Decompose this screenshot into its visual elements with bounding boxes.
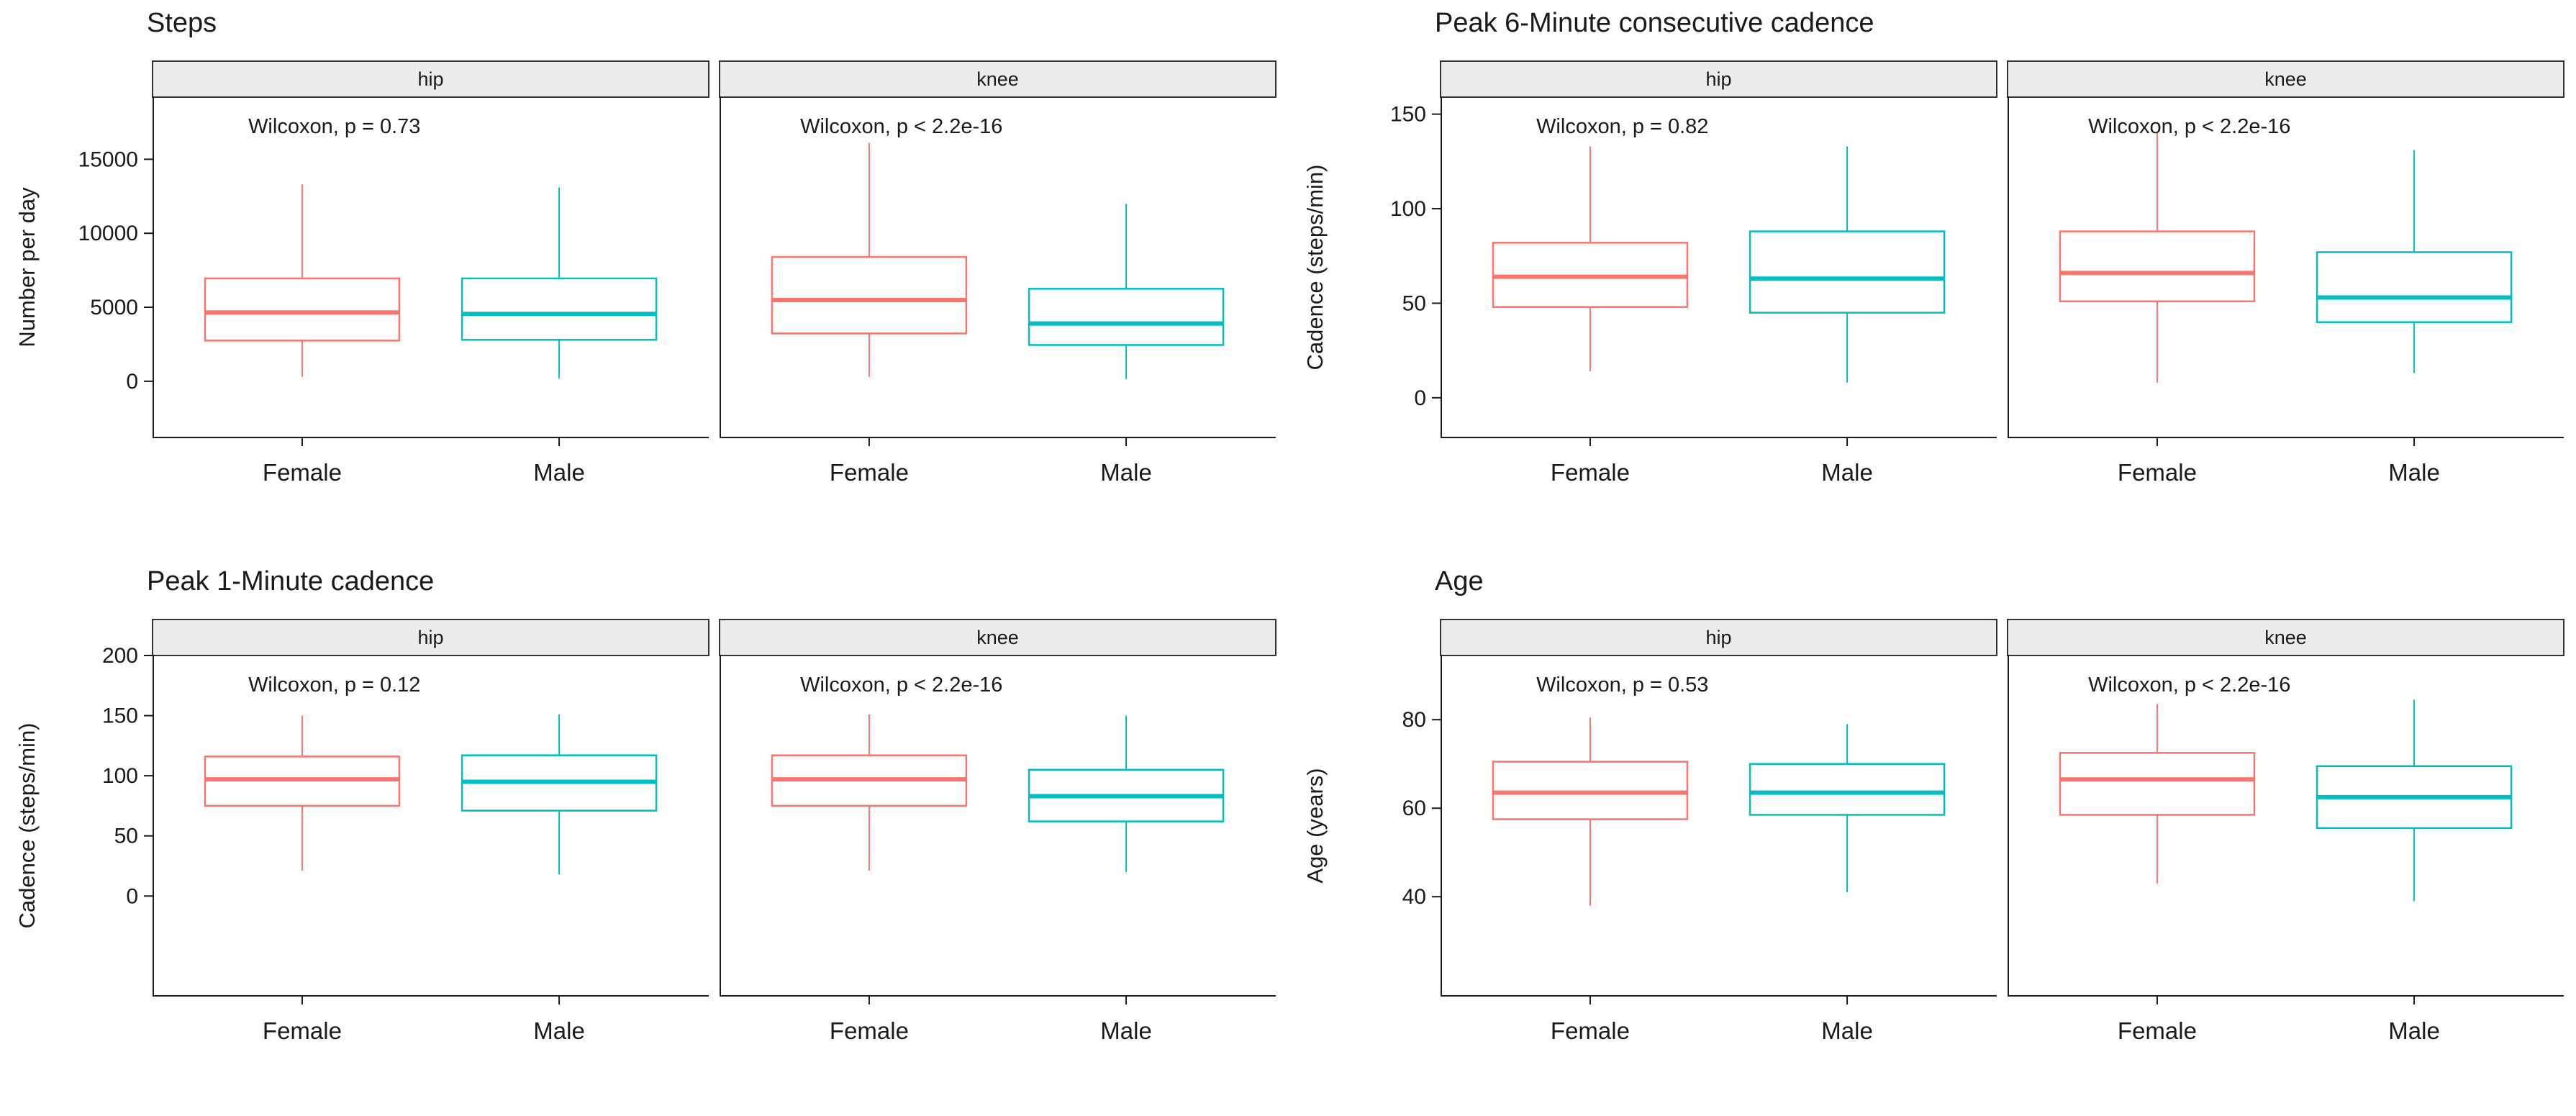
panel-title: Peak 1-Minute cadence xyxy=(147,566,434,596)
iqr-box xyxy=(1749,230,1946,314)
boxplot-hip-male xyxy=(461,187,658,378)
panel-title: Age xyxy=(1435,566,1484,596)
boxplot-hip-female xyxy=(1492,146,1689,372)
facet-strip-label: knee xyxy=(2264,68,2307,90)
facet-strip-label: hip xyxy=(1705,627,1731,648)
x-category-label: Male xyxy=(1100,1017,1152,1044)
facet-strip-label: knee xyxy=(976,68,1019,90)
iqr-box xyxy=(771,255,968,335)
pvalue-annotation: Wilcoxon, p = 0.53 xyxy=(1536,673,1708,697)
y-tick-label: 0 xyxy=(126,884,138,908)
x-category-label: Male xyxy=(2388,459,2440,486)
y-tick-label: 100 xyxy=(1390,197,1426,221)
y-axis-title: Age (years) xyxy=(1302,768,1328,883)
facet-strip-label: hip xyxy=(417,68,443,90)
y-tick-label: 100 xyxy=(102,764,138,788)
panel-svg: Peak 1-Minute cadence Cadence (steps/min)… xyxy=(14,566,1276,1044)
boxplot-hip-male xyxy=(461,714,658,875)
y-axis-title: Cadence (steps/min) xyxy=(1302,164,1328,370)
y-tick-label: 150 xyxy=(102,704,138,728)
iqr-box xyxy=(2316,251,2513,323)
boxplot-knee-male xyxy=(1028,204,1225,379)
facet-strip-label: hip xyxy=(1705,68,1731,90)
boxplot-knee-female xyxy=(2059,132,2256,383)
pvalue-annotation: Wilcoxon, p = 0.82 xyxy=(1536,115,1708,138)
x-category-label: Female xyxy=(2118,459,2197,486)
y-tick-label: 150 xyxy=(1390,103,1426,127)
panel-svg: Age Age (years) 40 60 80 hip Wilcoxon, p = 0.5… xyxy=(1302,566,2564,1044)
facet-strip-label: knee xyxy=(2264,627,2307,648)
x-category-label: Male xyxy=(533,1017,585,1044)
y-axis-title: Number per day xyxy=(14,187,40,348)
x-category-label: Male xyxy=(533,459,585,486)
boxplot-knee-male xyxy=(2316,150,2513,373)
iqr-box xyxy=(2059,752,2256,816)
x-category-label: Male xyxy=(2388,1017,2440,1044)
boxplot-hip-female xyxy=(1492,717,1689,906)
boxplot-hip-male xyxy=(1749,724,1946,893)
x-category-label: Female xyxy=(830,459,909,486)
facet-strip-knee xyxy=(2007,60,2564,98)
x-category-label: Female xyxy=(263,1017,342,1044)
iqr-box xyxy=(1749,763,1946,816)
pvalue-annotation: Wilcoxon, p < 2.2e-16 xyxy=(800,673,1002,697)
boxplot-knee-female xyxy=(771,142,968,377)
iqr-box xyxy=(204,277,401,342)
panel-svg: Steps Number per day 0 5000 10000 15000 hip Wil… xyxy=(14,8,1276,486)
y-tick-label: 15000 xyxy=(78,148,138,171)
boxplot-hip-female xyxy=(204,715,401,871)
boxplot-hip-female xyxy=(204,184,401,377)
facet-strip-knee xyxy=(719,619,1276,656)
boxplot-knee-female xyxy=(2059,704,2256,884)
panel-svg: Peak 6-Minute consecutive cadence Cadence… xyxy=(1302,8,2564,486)
pvalue-annotation: Wilcoxon, p < 2.2e-16 xyxy=(2088,673,2290,697)
y-tick-label: 50 xyxy=(114,825,138,848)
panel-age: Age Age (years) 40 60 80 hip Wilcoxon, p = 0.5… xyxy=(1288,558,2576,1116)
x-category-label: Female xyxy=(1551,459,1630,486)
y-tick-label: 5000 xyxy=(90,296,138,319)
facet-strip-hip xyxy=(1440,619,1997,656)
y-axis-title: Cadence (steps/min) xyxy=(14,722,40,928)
x-category-label: Male xyxy=(1821,1017,1873,1044)
x-category-label: Male xyxy=(1821,459,1873,486)
boxplot-knee-female xyxy=(771,714,968,871)
panel-peak-1-minute-cadence: Peak 1-Minute cadence Cadence (steps/min)… xyxy=(0,558,1288,1116)
y-tick-label: 50 xyxy=(1402,291,1426,315)
facet-strip-knee xyxy=(719,60,1276,98)
boxplot-hip-male xyxy=(1749,146,1946,383)
pvalue-annotation: Wilcoxon, p = 0.73 xyxy=(248,115,420,138)
pvalue-annotation: Wilcoxon, p = 0.12 xyxy=(248,673,420,697)
iqr-box xyxy=(2059,230,2256,303)
x-category-label: Female xyxy=(263,459,342,486)
y-tick-label: 200 xyxy=(102,644,138,668)
facet-strip-knee xyxy=(2007,619,2564,656)
y-tick-label: 60 xyxy=(1402,797,1426,820)
facet-strip-label: hip xyxy=(417,627,443,648)
y-tick-label: 10000 xyxy=(78,222,138,245)
y-tick-label: 80 xyxy=(1402,708,1426,732)
y-tick-label: 40 xyxy=(1402,885,1426,909)
panel-title: Steps xyxy=(147,8,217,38)
x-category-label: Female xyxy=(830,1017,909,1044)
panel-title: Peak 6-Minute consecutive cadence xyxy=(1435,8,1874,38)
x-category-label: Male xyxy=(1100,459,1152,486)
iqr-box xyxy=(1492,761,1689,820)
y-tick-label: 0 xyxy=(126,370,138,394)
pvalue-annotation: Wilcoxon, p < 2.2e-16 xyxy=(2088,115,2290,138)
boxplot-knee-male xyxy=(2316,699,2513,902)
iqr-box xyxy=(1028,288,1225,346)
facet-strip-label: knee xyxy=(976,627,1019,648)
pvalue-annotation: Wilcoxon, p < 2.2e-16 xyxy=(800,115,1002,138)
panel-steps: Steps Number per day 0 5000 10000 15000 hip Wil… xyxy=(0,0,1288,558)
panel-peak-6-minute-consecutive-cadence: Peak 6-Minute consecutive cadence Cadence… xyxy=(1288,0,2576,558)
iqr-box xyxy=(461,277,658,341)
x-category-label: Female xyxy=(1551,1017,1630,1044)
boxplot-knee-male xyxy=(1028,715,1225,872)
facet-strip-hip xyxy=(1440,60,1997,98)
facet-strip-hip xyxy=(152,619,709,656)
x-category-label: Female xyxy=(2118,1017,2197,1044)
y-tick-label: 0 xyxy=(1414,386,1426,410)
facet-strip-hip xyxy=(152,60,709,98)
